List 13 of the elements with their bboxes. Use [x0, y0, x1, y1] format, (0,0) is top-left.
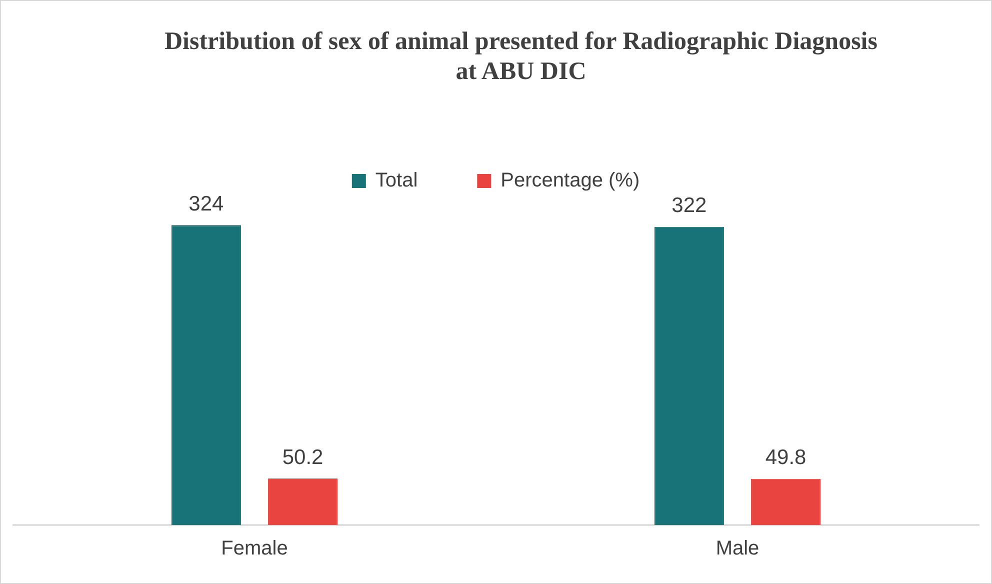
- data-label: 49.8: [765, 446, 806, 470]
- bar: [751, 478, 821, 525]
- legend-label: Percentage (%): [500, 170, 640, 192]
- bar: [268, 478, 338, 525]
- data-label: 50.2: [282, 446, 324, 469]
- data-label: 324: [188, 192, 224, 216]
- x-tick-label: Male: [716, 538, 760, 560]
- x-tick-label: Female: [221, 538, 288, 560]
- legend-label: Total: [375, 170, 418, 192]
- bar: [171, 225, 241, 525]
- bar: [654, 226, 724, 525]
- data-label: 322: [672, 194, 707, 218]
- chart-title: Distribution of sex of animal presented for Radiographic Diagnosis at ABU DIC: [163, 27, 878, 87]
